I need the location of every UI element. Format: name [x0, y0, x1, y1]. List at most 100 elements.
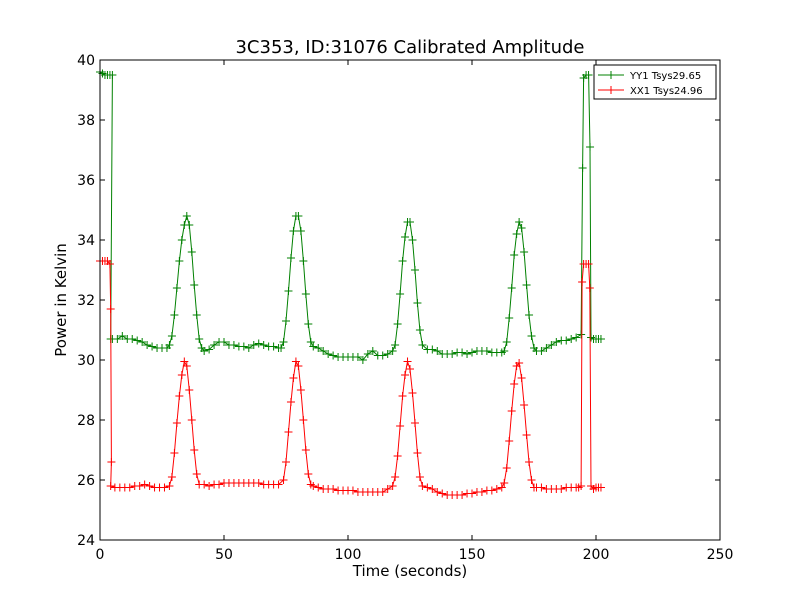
series-0 [96, 68, 605, 364]
x-tick-label: 0 [96, 547, 105, 563]
data-point [415, 326, 424, 334]
data-point [403, 357, 412, 366]
data-point [388, 482, 397, 490]
data-point [542, 344, 551, 352]
chart-title: 3C353, ID:31076 Calibrated Amplitude [235, 37, 584, 58]
data-point [463, 350, 472, 358]
data-point [500, 479, 509, 487]
data-point [507, 284, 516, 292]
data-point [468, 348, 476, 357]
data-point [182, 212, 191, 220]
data-point [187, 248, 196, 256]
data-point [515, 359, 524, 367]
data-point [254, 339, 263, 348]
y-tick-label: 34 [77, 233, 95, 249]
data-point [291, 357, 300, 366]
data-point [200, 347, 209, 355]
data-point [537, 483, 546, 492]
data-point [269, 342, 278, 351]
data-point [107, 458, 116, 466]
data-point [502, 338, 511, 346]
data-point [378, 488, 387, 496]
x-axis-label: Time (seconds) [352, 562, 468, 580]
data-point [304, 320, 313, 328]
data-point [220, 338, 228, 346]
data-point [383, 350, 392, 358]
data-point [393, 320, 402, 328]
data-point [428, 485, 437, 493]
data-point [562, 336, 571, 345]
data-point [363, 350, 372, 358]
data-point [167, 332, 176, 340]
data-point [282, 458, 290, 466]
data-point [547, 341, 556, 349]
data-point [557, 485, 566, 493]
data-point [296, 386, 305, 394]
data-point [578, 164, 587, 172]
data-point [552, 338, 561, 346]
data-point [401, 371, 410, 379]
data-point [140, 480, 149, 489]
data-point [413, 449, 422, 457]
data-point [383, 485, 392, 493]
data-point [507, 407, 516, 415]
y-tick-label: 40 [77, 53, 95, 69]
x-axis: 0 50 100 150 200 250 [96, 60, 734, 563]
data-point [279, 338, 288, 346]
data-point [284, 428, 293, 436]
legend-marker [607, 86, 615, 94]
data-point [482, 347, 491, 355]
data-point [515, 218, 524, 226]
data-point [418, 482, 427, 490]
data-point [282, 317, 290, 325]
data-point [284, 287, 293, 295]
data-point [585, 284, 594, 292]
data-point [289, 227, 298, 235]
data-point [433, 488, 442, 496]
data-point [175, 392, 184, 400]
data-point [314, 483, 323, 492]
data-point [577, 330, 586, 339]
data-point [468, 489, 476, 498]
legend-entry: XX1 Tsys24.96 [598, 86, 703, 97]
data-point [324, 350, 333, 358]
data-point [410, 266, 419, 274]
data-point [106, 482, 115, 490]
data-point [135, 482, 144, 490]
data-point [239, 342, 248, 351]
data-point [517, 374, 526, 382]
data-point [584, 71, 593, 79]
data-point [584, 260, 593, 268]
plot-frame [99, 59, 721, 541]
legend-entry: YY1 Tsys29.65 [598, 71, 701, 82]
data-point [578, 278, 587, 286]
data-point [200, 480, 209, 489]
data-point [406, 218, 414, 226]
data-point [125, 483, 134, 492]
x-tick-label: 50 [215, 547, 233, 563]
data-point [391, 341, 400, 349]
data-point [358, 356, 367, 364]
data-point [145, 482, 154, 490]
data-point [296, 227, 305, 235]
data-point [172, 419, 181, 427]
data-point [274, 480, 283, 489]
data-point [215, 480, 224, 489]
data-point [165, 341, 174, 349]
data-point [229, 341, 238, 349]
data-point [329, 351, 338, 360]
x-tick-label: 250 [707, 547, 734, 563]
data-point [205, 482, 214, 490]
data-point [448, 350, 457, 358]
data-point [309, 482, 318, 490]
data-point [105, 260, 114, 268]
data-point [477, 488, 486, 496]
data-point [286, 254, 295, 262]
data-point [577, 482, 586, 490]
data-point [195, 335, 204, 343]
series-1 [96, 257, 605, 499]
data-point [167, 473, 176, 481]
data-point [398, 392, 407, 400]
data-point [309, 342, 318, 351]
